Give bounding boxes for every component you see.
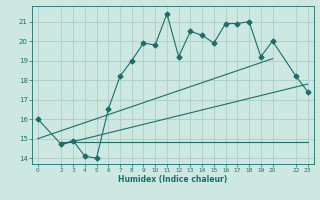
X-axis label: Humidex (Indice chaleur): Humidex (Indice chaleur) bbox=[118, 175, 228, 184]
